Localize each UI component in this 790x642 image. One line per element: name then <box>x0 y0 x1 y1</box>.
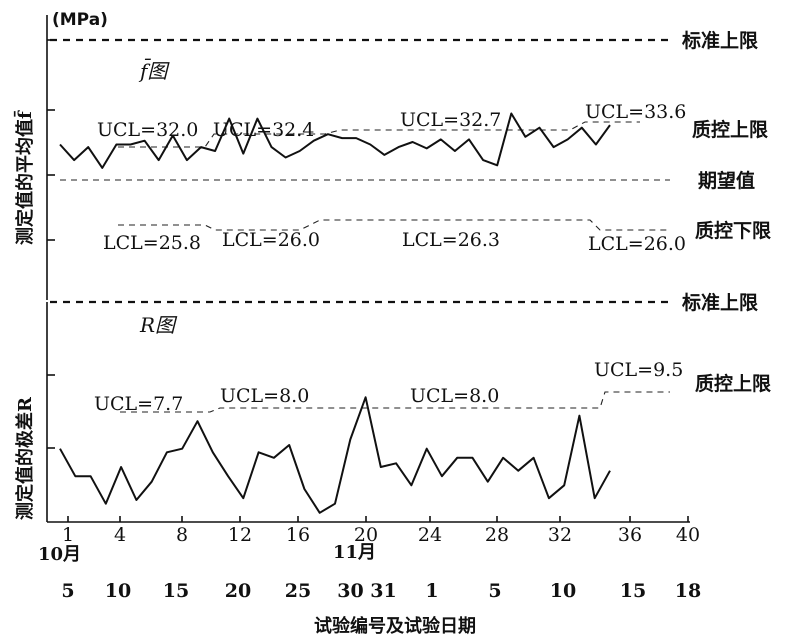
ucl-annotation: UCL=33.6 <box>585 101 686 123</box>
month-label-oct: 10月 <box>38 544 81 565</box>
x-tick-label: 32 <box>548 524 572 546</box>
ref-label-r-qc-upper: 质控上限 <box>695 372 771 395</box>
x-axis-title: 试验编号及试验日期 <box>314 615 476 637</box>
ref-label-standard-upper: 标准上限 <box>682 30 758 52</box>
date-label: 15 <box>163 580 189 602</box>
x-tick-label: 4 <box>114 524 126 546</box>
ucl-annotation: UCL=32.0 <box>97 119 198 141</box>
r-ucl-annotation: UCL=9.5 <box>594 359 683 381</box>
r-ucl-annotation: UCL=8.0 <box>220 385 309 407</box>
x-tick-label: 36 <box>618 524 642 546</box>
bottom-y-label: 测定值的极差R <box>14 396 36 520</box>
x-tick-label: 24 <box>418 524 442 546</box>
x-tick-label: 40 <box>676 524 700 546</box>
date-label: 5 <box>488 580 501 602</box>
lcl-annotation: LCL=26.3 <box>402 229 500 251</box>
x-tick-label: 20 <box>354 524 378 546</box>
bottom-chart-title: R图 <box>139 313 178 337</box>
lcl-step-line <box>118 219 670 231</box>
date-label: 20 <box>225 580 251 602</box>
x-tick-label: 1 <box>62 524 74 546</box>
unit-label: (MPa) <box>52 10 108 30</box>
mean-control-chart: (MPa) f̄图 测定值的平均值f̄ 标准上限 质控上限 期望值 质控下限 标… <box>14 10 771 314</box>
r-ucl-annotation: UCL=8.0 <box>410 385 499 407</box>
ref-label-qc-upper: 质控上限 <box>692 118 768 141</box>
date-label: 15 <box>620 580 646 602</box>
r-ucl-annotation: UCL=7.7 <box>94 393 183 415</box>
ref-label-qc-lower: 质控下限 <box>695 219 771 242</box>
month-label-nov: 11月 <box>333 542 376 563</box>
range-series-line <box>59 396 611 514</box>
date-label: 1 <box>425 580 438 602</box>
x-tick-labels: 1 4 8 12 16 20 24 28 32 36 40 <box>62 524 700 546</box>
x-tick-label: 28 <box>485 524 509 546</box>
date-label: 10 <box>550 580 576 602</box>
date-label: 5 <box>61 580 74 602</box>
lcl-annotation: LCL=25.8 <box>103 232 201 254</box>
x-ticks <box>67 516 689 522</box>
r-ucl-step-line <box>120 391 670 413</box>
ucl-step-line <box>118 121 640 148</box>
ucl-annotation: UCL=32.7 <box>400 109 501 131</box>
range-control-chart: R图 测定值的极差R UCL=7.7 UCL=8.0 UCL=8.0 UCL=9… <box>14 302 771 637</box>
date-label: 18 <box>675 580 701 602</box>
x-tick-label: 8 <box>176 524 188 546</box>
lcl-annotation: LCL=26.0 <box>588 233 686 255</box>
date-label: 30 31 <box>337 580 397 602</box>
top-y-label: 测定值的平均值f̄ <box>14 110 36 245</box>
top-chart-title: f̄图 <box>138 58 170 83</box>
x-tick-label: 16 <box>286 524 310 546</box>
x-tick-label: 12 <box>228 524 252 546</box>
date-label: 10 <box>105 580 131 602</box>
mean-series-line <box>59 112 611 169</box>
ref-label-expected: 期望值 <box>698 169 755 192</box>
ref-label-standard-lower: 标准上限 <box>682 292 758 314</box>
date-label: 25 <box>285 580 311 602</box>
lcl-annotation: LCL=26.0 <box>222 229 320 251</box>
date-labels: 5 10 15 20 25 30 31 1 5 10 15 18 <box>61 580 701 602</box>
